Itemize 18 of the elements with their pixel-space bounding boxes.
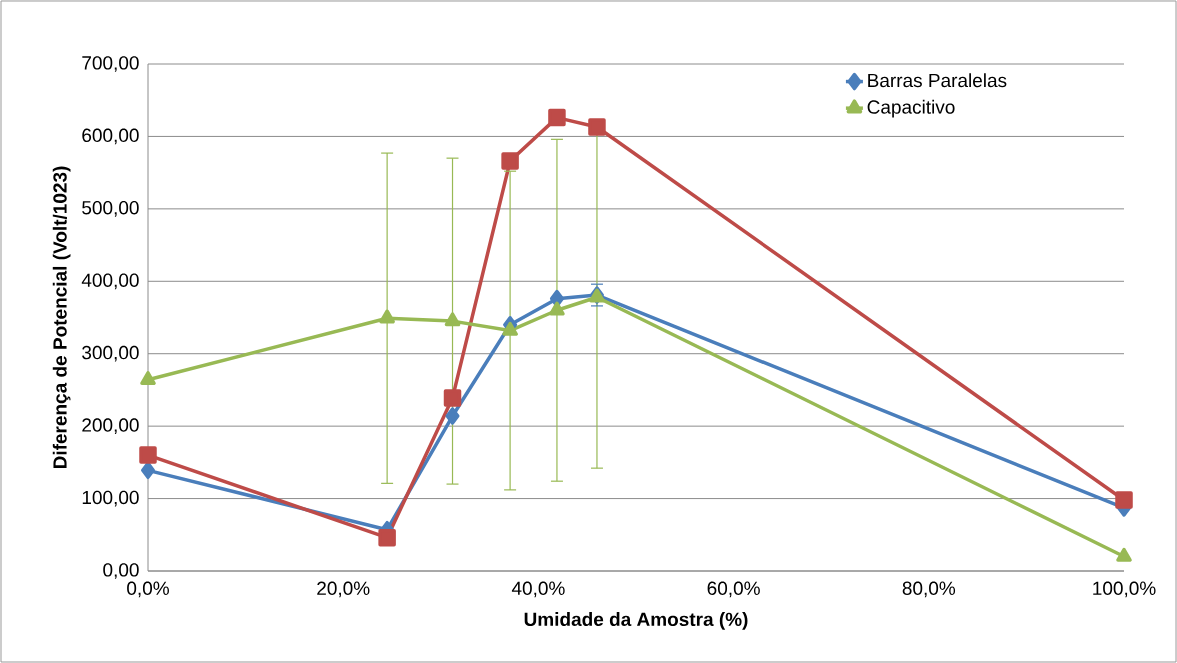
y-tick-label: 100,00 [82, 490, 139, 507]
legend-label: Capacitivo [867, 99, 955, 118]
x-tick-label: 100,0% [1093, 581, 1156, 598]
y-tick-label: 500,00 [82, 201, 139, 217]
x-tick-label: 40,0% [511, 581, 565, 598]
x-tick-label: 20,0% [317, 581, 370, 598]
x-axis-title: Umidade da Amostra (%) [524, 612, 748, 630]
y-tick-label: 600,00 [82, 128, 139, 145]
y-tick-label: 400,00 [81, 273, 139, 290]
x-tick-label: 0,0% [127, 581, 169, 598]
x-tick-label: 80,0% [902, 581, 956, 598]
y-tick-label: 200,00 [82, 418, 139, 434]
x-tick-label: 60,0% [707, 581, 760, 598]
y-axis-title: Diferença de Potencial (Volt/1023) [52, 166, 71, 469]
y-tick-label: 0,00 [103, 563, 139, 579]
legend-label: Barras Paralelas [868, 73, 1007, 88]
y-tick-label: 300,00 [82, 345, 139, 362]
y-tick-label: 700,00 [82, 56, 139, 72]
